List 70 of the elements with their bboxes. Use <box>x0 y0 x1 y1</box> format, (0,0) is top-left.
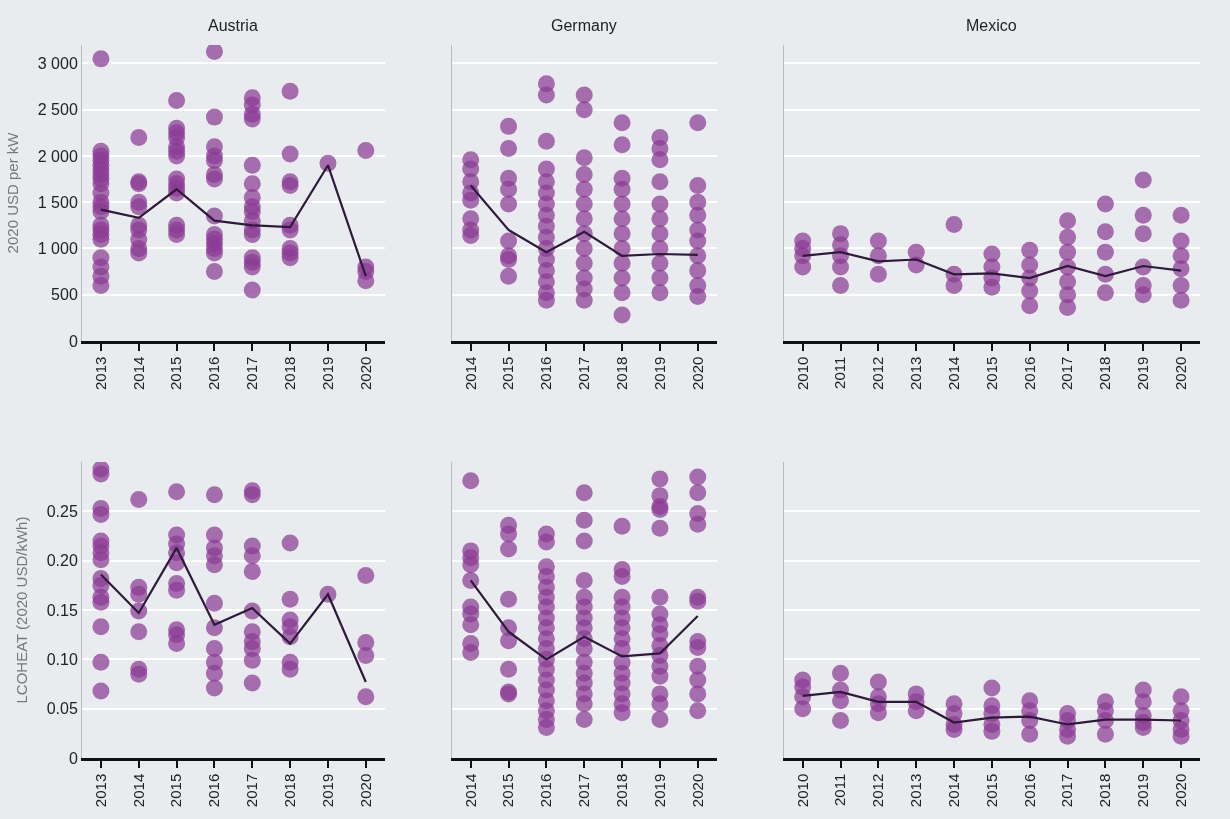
x-tick-label: 2019 <box>650 356 668 391</box>
x-tick-label: 2014 <box>129 356 147 391</box>
x-tick-label: 2015 <box>499 356 517 391</box>
y-tick-label: 1 500 <box>37 193 78 211</box>
x-tick-label: 2013 <box>91 356 109 391</box>
x-tick-label: 2012 <box>869 773 887 808</box>
y-tick-label: 0.05 <box>46 700 78 718</box>
x-tick-label: 2017 <box>1058 356 1076 391</box>
x-tick-label: 2016 <box>205 773 223 808</box>
x-tick-label: 2018 <box>1096 773 1114 808</box>
x-tick-label: 2016 <box>537 356 555 391</box>
x-tick-label: 2018 <box>612 356 630 391</box>
chart-title: Austria <box>208 17 258 34</box>
y-tick-label: 0 <box>68 332 78 350</box>
x-tick-label: 2020 <box>1171 773 1189 808</box>
x-tick-label: 2020 <box>688 356 706 391</box>
x-tick-label: 2019 <box>318 356 336 391</box>
x-tick-label: 2012 <box>869 356 887 391</box>
x-tick-label: 2017 <box>575 356 593 391</box>
x-tick-label: 2013 <box>907 773 925 808</box>
x-tick-label: 2014 <box>461 773 479 808</box>
x-tick-label: 2018 <box>1096 356 1114 391</box>
x-tick-label: 2018 <box>612 773 630 808</box>
x-tick-label: 2015 <box>982 773 1000 808</box>
x-tick-label: 2016 <box>1020 773 1038 808</box>
x-tick-label: 2020 <box>1171 356 1189 391</box>
x-tick-label: 2020 <box>688 773 706 808</box>
y-tick-label: 0.25 <box>46 503 78 521</box>
x-tick-label: 2020 <box>356 356 374 391</box>
x-tick-label: 2014 <box>129 773 147 808</box>
x-tick-label: 2015 <box>167 356 185 391</box>
x-tick-label: 2019 <box>318 773 336 808</box>
x-tick-label: 2016 <box>205 356 223 391</box>
x-tick-label: 2014 <box>944 773 962 808</box>
x-tick-label: 2015 <box>499 773 517 808</box>
x-tick-label: 2015 <box>167 773 185 808</box>
y-tick-label: 0 <box>68 749 78 767</box>
x-tick-label: 2010 <box>793 773 811 808</box>
y-axis-title: 2020 USD per kW <box>4 131 21 254</box>
x-tick-label: 2017 <box>575 773 593 808</box>
x-tick-label: 2016 <box>1020 356 1038 391</box>
y-tick-label: 2 000 <box>37 147 78 165</box>
y-tick-label: 500 <box>51 286 78 304</box>
x-tick-label: 2019 <box>1134 356 1152 391</box>
y-tick-label: 2 500 <box>37 101 78 119</box>
x-tick-label: 2013 <box>91 773 109 808</box>
chart-title: Germany <box>551 17 617 34</box>
x-tick-label: 2010 <box>793 356 811 391</box>
x-tick-label: 2018 <box>280 773 298 808</box>
x-tick-label: 2013 <box>907 356 925 391</box>
chart-title: Mexico <box>966 17 1017 34</box>
y-axis-title: LCOHEAT (2020 USD/kWh) <box>12 516 30 704</box>
y-tick-label: 0.20 <box>46 552 78 570</box>
x-tick-label: 2018 <box>280 356 298 391</box>
x-tick-label: 2017 <box>243 356 261 391</box>
y-tick-label: 3 000 <box>37 55 78 73</box>
x-tick-label: 2019 <box>650 773 668 808</box>
x-tick-label: 2016 <box>537 773 555 808</box>
x-tick-label: 2017 <box>1058 773 1076 808</box>
y-tick-label: 1 000 <box>37 240 78 258</box>
y-tick-label: 0.10 <box>46 650 78 668</box>
x-tick-label: 2017 <box>243 773 261 808</box>
x-tick-label: 2014 <box>944 356 962 391</box>
y-tick-label: 0.15 <box>46 601 78 619</box>
x-tick-label: 2015 <box>982 356 1000 391</box>
x-tick-label: 2020 <box>356 773 374 808</box>
x-tick-label: 2011 <box>831 356 849 389</box>
x-tick-label: 2019 <box>1134 773 1152 808</box>
x-tick-label: 2011 <box>831 773 849 807</box>
x-tick-label: 2014 <box>461 356 479 391</box>
